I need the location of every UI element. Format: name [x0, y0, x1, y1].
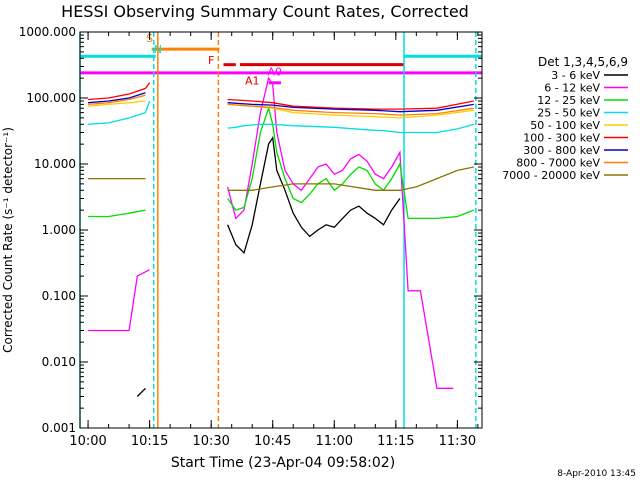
x-tick-label-5: 11:15 — [377, 434, 414, 449]
series-1-line-0 — [88, 269, 150, 332]
series-7-line-0 — [88, 94, 146, 106]
annotation-label-2: F — [208, 54, 214, 67]
x-tick-label-3: 10:45 — [254, 434, 291, 449]
series-6-line-1 — [227, 102, 474, 113]
x-tick-label-6: 11:30 — [439, 434, 476, 449]
legend-label-2: 12 - 25 keV — [537, 94, 600, 107]
series-lines — [88, 76, 475, 397]
y-tick-label-3: 1.000 — [42, 223, 76, 237]
series-2-line-0 — [88, 209, 146, 218]
legend-title: Det 1,3,4,5,6,9 — [538, 55, 628, 69]
axes: 10:00 10:15 10:30 10:45 11:00 11:15 11:30 0.001… — [19, 25, 483, 449]
plot-frame — [79, 31, 483, 429]
series-3-line-1 — [227, 123, 474, 134]
series-4-line-0 — [88, 100, 146, 107]
annotation-bars — [80, 47, 482, 85]
x-tick-label-4: 11:00 — [316, 434, 353, 449]
y-tick-label-2: 0.100 — [42, 289, 76, 303]
legend-label-1: 6 - 12 keV — [544, 82, 600, 95]
y-tick-label-5: 100.000 — [26, 91, 76, 105]
y-tick-label-6: 1000.000 — [19, 25, 76, 39]
series-0-line-2 — [226, 135, 401, 255]
series-3-line-0 — [88, 100, 151, 125]
y-axis-label: Corrected Count Rate (s⁻¹ detector⁻¹) — [1, 127, 15, 353]
y-tick-label-1: 0.010 — [42, 355, 76, 369]
legend-label-4: 50 - 100 keV — [530, 119, 600, 132]
x-axis-label: Start Time (23-Apr-04 09:58:02) — [171, 455, 395, 471]
series-8-line-1 — [227, 166, 474, 191]
interval-markers — [79, 32, 477, 428]
legend-label-8: 7000 - 20000 keV — [502, 169, 600, 182]
series-1-line-1 — [226, 76, 454, 389]
annotation-label-3: A1 — [245, 75, 260, 88]
legend-label-5: 100 - 300 keV — [523, 132, 600, 145]
x-tick-label-1: 10:15 — [131, 434, 168, 449]
series-0-line-1 — [136, 387, 146, 397]
series-5-line-0 — [88, 82, 151, 101]
chart-title: HESSI Observing Summary Count Rates, Cor… — [61, 2, 469, 21]
series-6-line-0 — [88, 92, 146, 104]
legend-label-6: 300 - 800 keV — [523, 144, 600, 157]
footer-timestamp: 8-Apr-2010 13:45 — [557, 469, 636, 479]
annotation-labels: SNFA1A0 — [146, 32, 282, 87]
legend-label-7: 800 - 7000 keV — [516, 157, 600, 170]
y-tick-label-0: 0.001 — [42, 421, 76, 435]
x-tick-label-2: 10:30 — [192, 434, 229, 449]
x-tick-label-0: 10:00 — [69, 434, 106, 449]
y-tick-label-4: 10.000 — [34, 157, 76, 171]
legend-label-3: 25 - 50 keV — [537, 107, 600, 120]
legend-label-0: 3 - 6 keV — [551, 69, 600, 82]
annotation-label-4: A0 — [268, 65, 283, 78]
series-7-line-1 — [227, 103, 474, 116]
annotation-label-1: N — [154, 43, 162, 56]
series-5-line-1 — [227, 98, 474, 110]
